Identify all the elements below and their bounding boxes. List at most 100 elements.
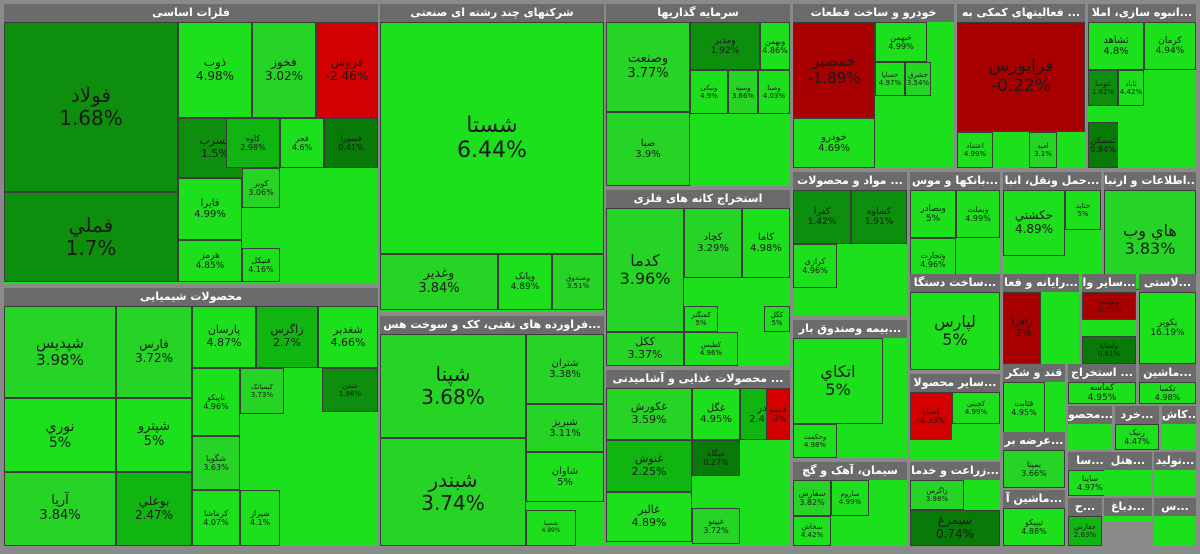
sector-1[interactable]: شرکتهای چند رشته ای صنعتی شستا 6.44% وغدیر 3…: [380, 4, 604, 312]
stock-tile[interactable]: وتوسم -0.73%: [1082, 292, 1136, 320]
sector-3[interactable]: خودرو و ساخت قطعات خمصیر -1.89% خودرو 4.69% خ…: [793, 4, 954, 168]
sector-title[interactable]: فراورده های نفتی، کک و سوخت هس...: [380, 316, 604, 334]
stock-tile[interactable]: پکویر 16.19%: [1139, 292, 1196, 364]
stock-tile[interactable]: ومدیر 1.92%: [690, 22, 760, 70]
sector-title[interactable]: سرمایه گذاریها: [606, 4, 790, 22]
stock-tile[interactable]: کساپا -4.33%: [910, 392, 952, 440]
sector-title[interactable]: ساخت دستگا...: [910, 274, 1000, 292]
sector-10[interactable]: مواد و محصولات ... کفرا 1.42% کساوه 1.91% کرا…: [793, 172, 907, 316]
stock-tile[interactable]: شسپا 4.99%: [526, 510, 576, 546]
stock-tile[interactable]: کچینی 4.99%: [952, 392, 1000, 424]
sector-8[interactable]: محصولات شیمیایی شپدیس 3.98% فارس 3.72% پارسان…: [4, 288, 378, 546]
stock-tile[interactable]: غکورش 3.59%: [606, 388, 692, 440]
stock-tile[interactable]: کیمیاتک 3.73%: [240, 368, 284, 414]
sector-title[interactable]: رایانه و فعا...: [1003, 274, 1079, 292]
sector-title[interactable]: استخراج کانه های فلزی: [606, 190, 790, 208]
stock-tile[interactable]: کرماشا 4.07%: [192, 490, 240, 546]
stock-tile[interactable]: فایرا 4.99%: [178, 178, 242, 240]
sector-title[interactable]: مواد و محصولات ...: [793, 172, 907, 190]
sector-title[interactable]: کاش...: [1162, 406, 1196, 424]
stock-tile[interactable]: غنوش 2.25%: [606, 440, 692, 492]
sector-35[interactable]: ح... حفارس 2.83%: [1068, 498, 1102, 546]
stock-tile[interactable]: پارسان 4.87%: [192, 306, 256, 368]
stock-tile[interactable]: شبریز 3.11%: [526, 404, 604, 452]
stock-tile[interactable]: حکشتي 4.89%: [1003, 190, 1065, 256]
stock-tile[interactable]: فولاد 1.68%: [4, 22, 178, 192]
sector-title[interactable]: خرد...: [1115, 406, 1159, 424]
sector-22[interactable]: ماشین... تکمبا 4.98%: [1139, 364, 1196, 404]
stock-tile[interactable]: ثاباد 4.42%: [1118, 70, 1144, 106]
stock-tile[interactable]: شیراز 4.1%: [240, 490, 280, 546]
stock-tile[interactable]: کرازی 4.96%: [793, 244, 837, 288]
stock-tile[interactable]: کساوه 1.91%: [851, 190, 907, 244]
stock-tile[interactable]: ساروم 4.99%: [831, 480, 869, 516]
stock-tile[interactable]: فروس -2.46%: [316, 22, 378, 118]
stock-tile[interactable]: وبهمن 4.86%: [760, 22, 790, 70]
sector-title[interactable]: سایر محصولا...: [910, 374, 1000, 392]
stock-tile[interactable]: شگویا 3.63%: [192, 436, 240, 490]
stock-tile[interactable]: سفارس 3.82%: [793, 480, 831, 516]
sector-29[interactable]: کاش...: [1162, 406, 1196, 450]
stock-tile[interactable]: اعتماد 4.99%: [957, 132, 993, 168]
stock-tile[interactable]: تیپیکو 4.88%: [1003, 508, 1065, 546]
stock-tile[interactable]: شغدیر 4.66%: [318, 306, 378, 368]
sector-31[interactable]: هتل...: [1104, 452, 1152, 496]
sector-5[interactable]: انبوه سازی، املا... ثشاهد 4.8% کرمان 4.94% ثن…: [1088, 4, 1196, 168]
sector-28[interactable]: خرد... رنیک 4.47%: [1115, 406, 1159, 450]
sector-26[interactable]: ماشین آ... تیپیکو 4.88%: [1003, 490, 1065, 546]
sector-12[interactable]: حمل ونقل، انبا... حکشتي 4.89% حتاید 5%: [1003, 172, 1101, 290]
stock-tile[interactable]: خساپا 4.97%: [875, 62, 905, 96]
stock-tile[interactable]: سیمرغ 0.74%: [910, 510, 1000, 546]
stock-tile[interactable]: حفارس 2.83%: [1068, 516, 1102, 546]
stock-tile[interactable]: وصنعت 3.77%: [606, 22, 690, 112]
stock-tile[interactable]: وسپه 3.66%: [728, 70, 758, 114]
stock-tile[interactable]: تکمبا 4.98%: [1139, 382, 1196, 404]
stock-tile[interactable]: کماسه 4.95%: [1068, 382, 1136, 404]
stock-tile[interactable]: کاوه 2.98%: [226, 118, 280, 168]
stock-tile[interactable]: کویر 3.06%: [242, 168, 280, 208]
stock-tile[interactable]: فنیکل 4.16%: [242, 248, 280, 282]
sector-title[interactable]: عرضه بر...: [1003, 432, 1065, 450]
stock-tile[interactable]: هرمز 4.85%: [178, 240, 242, 282]
stock-tile[interactable]: کاما 4.98%: [742, 208, 790, 278]
sector-title[interactable]: قند و شکر: [1003, 364, 1065, 382]
sector-title[interactable]: بیمه وصندوق بار...: [793, 320, 907, 338]
stock-tile[interactable]: بوعلي 2.47%: [116, 472, 192, 546]
sector-34[interactable]: س...: [1154, 498, 1196, 546]
sector-title[interactable]: سا...: [1068, 452, 1112, 470]
stock-tile[interactable]: وصنا 4.03%: [758, 70, 790, 114]
stock-tile[interactable]: شپترو 5%: [116, 398, 192, 472]
sector-23[interactable]: سیمان، آهک و گچ سفارس 3.82% ساروم 4.99% سخاش 4…: [793, 462, 907, 546]
stock-tile[interactable]: وغدیر 3.84%: [380, 254, 498, 310]
sector-title[interactable]: بانکها و موس...: [910, 172, 1000, 190]
sector-16[interactable]: رایانه و فعا... رافزا -2%: [1003, 274, 1079, 364]
stock-tile[interactable]: اتکاي 5%: [793, 338, 883, 424]
sector-title[interactable]: ماشین...: [1139, 364, 1196, 382]
sector-24[interactable]: زراعت و خدما... زاگرس 3.98% سیمرغ 0.74%: [910, 462, 1000, 546]
sector-title[interactable]: شرکتهای چند رشته ای صنعتی: [380, 4, 604, 22]
sector-15[interactable]: ساخت دستگا... لپارس 5%: [910, 274, 1000, 370]
stock-tile[interactable]: خبهمن 4.99%: [875, 22, 927, 62]
stock-tile[interactable]: حتاید 5%: [1065, 190, 1101, 230]
sector-0[interactable]: فلزات اساسی فولاد 1.68% فملي 1.7% ذوب 4.98% فخو…: [4, 4, 378, 284]
sector-33[interactable]: دباغ...: [1104, 498, 1152, 522]
stock-tile[interactable]: کفرا 1.42%: [793, 190, 851, 244]
stock-tile[interactable]: وپانک 4.89%: [498, 254, 552, 310]
sector-27[interactable]: محصو...: [1068, 406, 1112, 450]
stock-tile[interactable]: ککل 3.37%: [606, 332, 684, 366]
stock-tile[interactable]: غگل 4.95%: [692, 388, 740, 440]
stock-tile[interactable]: رنیک 4.47%: [1115, 424, 1159, 450]
stock-tile[interactable]: لپارس 5%: [910, 292, 1000, 370]
sector-7[interactable]: محصولات غذایی و آشامیدنی ... غکورش 3.59% غگ…: [606, 370, 790, 546]
stock-tile[interactable]: شاوان 5%: [526, 452, 604, 502]
stock-tile[interactable]: فجر 4.6%: [280, 118, 324, 168]
sector-title[interactable]: ح...: [1068, 498, 1102, 516]
stock-tile[interactable]: هاي وب 3.83%: [1104, 190, 1196, 290]
stock-tile[interactable]: نوري 5%: [4, 398, 116, 472]
sector-title[interactable]: فعالیتهای کمکی به ...: [957, 4, 1085, 22]
stock-tile[interactable]: شپنا 3.68%: [380, 334, 526, 438]
stock-tile[interactable]: شتران 3.38%: [526, 334, 604, 404]
sector-19[interactable]: سایر محصولا... کساپا -4.33% کچینی 4.99%: [910, 374, 1000, 460]
stock-tile[interactable]: فسوزا 0.41%: [324, 118, 378, 168]
stock-tile[interactable]: خودرو 4.69%: [793, 118, 875, 168]
